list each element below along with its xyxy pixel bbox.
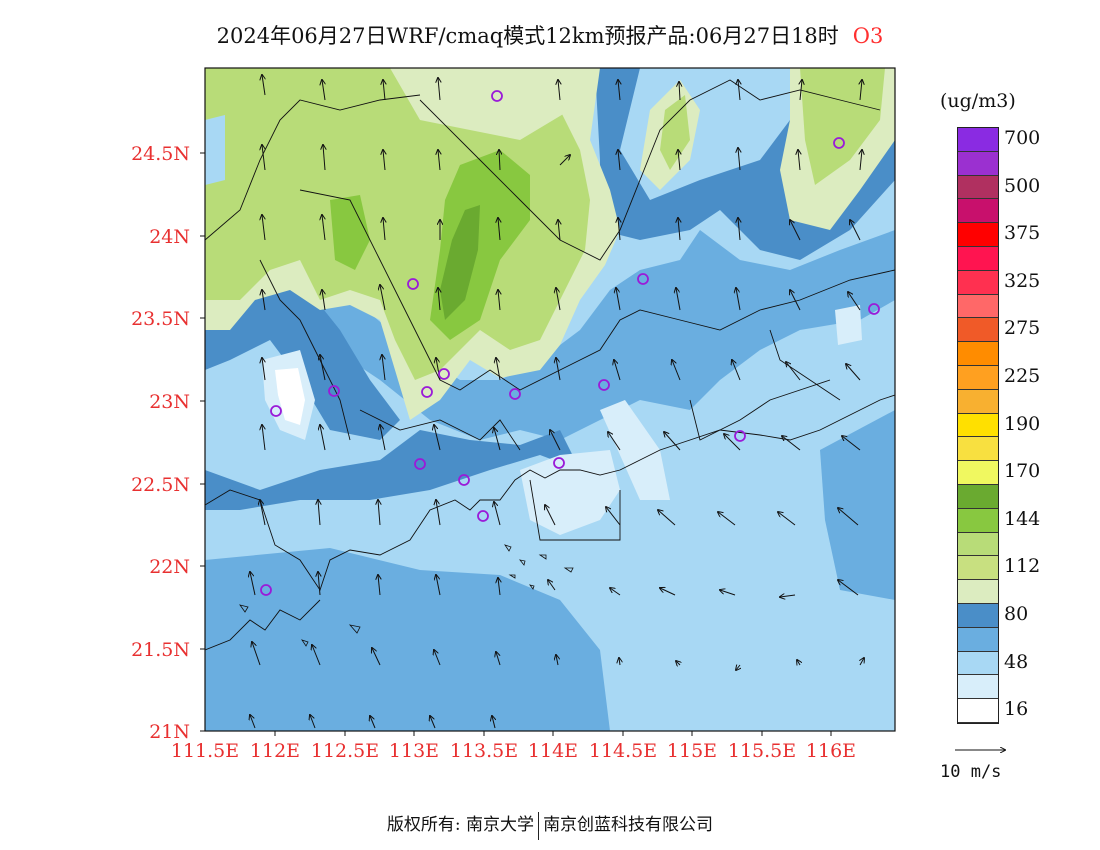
legend-swatch bbox=[958, 461, 998, 485]
field-ne-patch-green bbox=[660, 95, 690, 170]
title-main: 2024年06月27日WRF/cmaq模式12km预报产品:06月27日18时 bbox=[216, 24, 839, 48]
field-west-patch bbox=[330, 195, 370, 270]
legend-swatch bbox=[958, 342, 998, 366]
islands bbox=[239, 544, 574, 647]
field-east-light bbox=[835, 305, 862, 345]
lon-tick-label: 111.5E bbox=[170, 740, 240, 762]
color-legend bbox=[957, 127, 999, 724]
field-sea-west bbox=[205, 548, 610, 731]
legend-label: 48 bbox=[1004, 650, 1029, 673]
lat-tick-label: 22.5N bbox=[131, 474, 190, 496]
title-species: O3 bbox=[852, 24, 884, 48]
legend-swatch bbox=[958, 151, 998, 176]
legend-swatch bbox=[958, 556, 998, 581]
lon-tick-label: 113E bbox=[388, 740, 440, 762]
legend-label: 190 bbox=[1004, 412, 1041, 435]
lon-tick-label: 115.5E bbox=[727, 740, 797, 762]
footer-right: 南京创蓝科技有限公司 bbox=[543, 815, 714, 835]
lon-tick-label: 114.5E bbox=[588, 740, 658, 762]
field-south-band bbox=[205, 430, 580, 510]
legend-swatch bbox=[958, 270, 998, 295]
field-delta-stripe bbox=[600, 400, 670, 500]
legend-swatch bbox=[958, 175, 998, 200]
map-frame bbox=[204, 67, 896, 732]
legend-swatch bbox=[958, 651, 998, 676]
legend-swatch bbox=[958, 627, 998, 652]
legend-label: 275 bbox=[1004, 317, 1041, 340]
coastline bbox=[205, 79, 895, 651]
legend-swatch bbox=[958, 603, 998, 628]
lat-tick-label: 24N bbox=[149, 226, 190, 248]
legend-label: 700 bbox=[1004, 126, 1041, 149]
legend-label: 80 bbox=[1004, 602, 1029, 625]
field-west-white bbox=[275, 368, 305, 425]
lon-tick-label: 113.5E bbox=[449, 740, 519, 762]
legend-label: 225 bbox=[1004, 364, 1041, 387]
legend-swatch bbox=[958, 199, 998, 224]
lat-tick-label: 22N bbox=[149, 556, 190, 578]
legend-swatch bbox=[958, 246, 998, 271]
legend-swatch bbox=[958, 532, 998, 557]
map-ticks bbox=[200, 152, 832, 736]
field-west-band bbox=[205, 270, 400, 440]
field-north-inner bbox=[205, 68, 590, 380]
field-core-dark bbox=[440, 205, 480, 320]
lat-tick-label: 23.5N bbox=[131, 308, 190, 330]
legend-swatch bbox=[958, 484, 998, 509]
legend-unit: (ug/m3) bbox=[940, 90, 1016, 112]
legend-swatch bbox=[958, 389, 998, 414]
field-pearl-delta-light bbox=[520, 450, 620, 535]
lon-tick-label: 112.5E bbox=[310, 740, 380, 762]
legend-swatch bbox=[958, 318, 998, 343]
lon-tick-label: 115E bbox=[666, 740, 718, 762]
legend-swatch bbox=[958, 699, 998, 723]
legend-swatch bbox=[958, 223, 998, 247]
copyright-footer: 版权所有: 南京大学 南京创蓝科技有限公司 bbox=[0, 810, 1100, 840]
field-mid-band bbox=[205, 230, 895, 440]
legend-label: 112 bbox=[1004, 555, 1041, 578]
lon-tick-label: 116E bbox=[805, 740, 857, 762]
station-markers bbox=[260, 90, 880, 596]
legend-label: 500 bbox=[1004, 174, 1041, 197]
wind-reference-label: 10 m/s bbox=[940, 762, 1002, 782]
lon-tick-label: 112E bbox=[249, 740, 301, 762]
footer-separator bbox=[538, 811, 540, 840]
field-north-band2 bbox=[390, 68, 570, 140]
legend-swatch bbox=[958, 508, 998, 533]
legend-label: 325 bbox=[1004, 269, 1041, 292]
map-title: 2024年06月27日WRF/cmaq模式12km预报产品:06月27日18时 O… bbox=[0, 20, 1100, 50]
legend-swatch bbox=[958, 365, 998, 390]
legend-label: 170 bbox=[1004, 460, 1041, 483]
field-far-west-light bbox=[205, 115, 225, 185]
lat-tick-label: 23N bbox=[149, 391, 190, 413]
legend-swatch bbox=[958, 294, 998, 319]
field-sea-east bbox=[820, 410, 895, 600]
legend-label: 16 bbox=[1004, 698, 1029, 721]
legend-swatch bbox=[958, 580, 998, 604]
footer-left: 版权所有: 南京大学 bbox=[386, 815, 535, 835]
legend-swatch bbox=[958, 413, 998, 438]
lon-tick-label: 114E bbox=[527, 740, 579, 762]
lat-tick-label: 21.5N bbox=[131, 639, 190, 661]
lat-tick-label: 24.5N bbox=[131, 143, 190, 165]
legend-swatch bbox=[958, 675, 998, 700]
legend-label: 144 bbox=[1004, 507, 1041, 530]
legend-label: 375 bbox=[1004, 222, 1041, 245]
legend-swatch bbox=[958, 437, 998, 462]
wind-vectors bbox=[250, 75, 864, 729]
lat-tick-label: 21N bbox=[149, 721, 190, 743]
legend-swatch bbox=[958, 128, 998, 152]
field-far-ne-green bbox=[800, 68, 885, 185]
